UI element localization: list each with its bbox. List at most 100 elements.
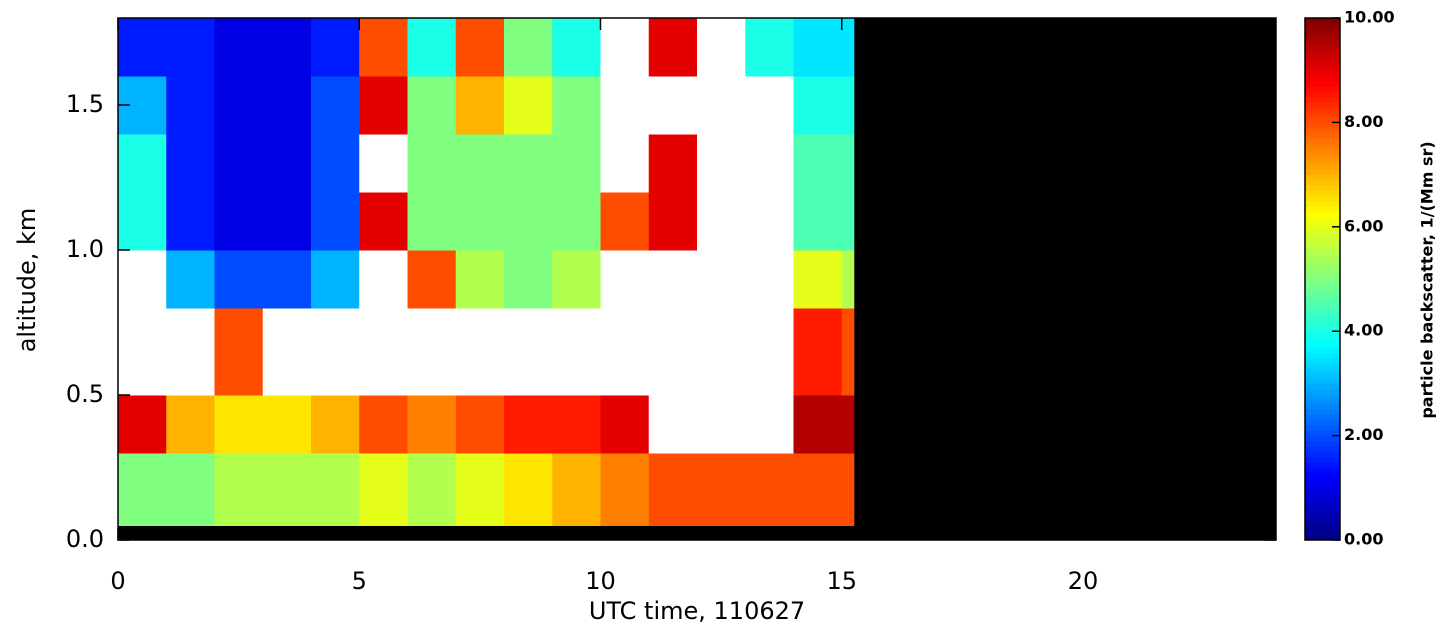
heat-cell bbox=[504, 453, 553, 526]
colorbar-swatch bbox=[1305, 49, 1340, 56]
heat-cell bbox=[552, 192, 601, 251]
colorbar-swatch bbox=[1305, 226, 1340, 233]
colorbar-swatch bbox=[1305, 466, 1340, 473]
heat-cell bbox=[407, 134, 457, 193]
heat-cell bbox=[311, 395, 360, 454]
colorbar-swatch bbox=[1305, 472, 1340, 478]
heat-cell bbox=[648, 76, 698, 135]
heat-cell bbox=[552, 76, 601, 135]
colorbar-swatch bbox=[1305, 461, 1340, 468]
heat-cell bbox=[455, 134, 505, 193]
heat-cell bbox=[648, 134, 698, 193]
heat-cell bbox=[407, 453, 457, 526]
heat-cell bbox=[166, 453, 215, 526]
heat-cell bbox=[262, 395, 312, 454]
heat-cell bbox=[118, 395, 167, 454]
colorbar-swatch bbox=[1305, 179, 1340, 186]
heat-cell bbox=[311, 250, 360, 309]
heat-cell bbox=[697, 395, 746, 454]
heat-cell bbox=[841, 453, 855, 526]
heat-cell bbox=[648, 250, 698, 309]
colorbar-swatch bbox=[1305, 315, 1340, 322]
colorbar-swatch bbox=[1305, 399, 1340, 405]
colorbar-swatch bbox=[1305, 80, 1340, 87]
heat-cell bbox=[407, 18, 457, 77]
colorbar-swatch bbox=[1305, 299, 1340, 306]
colorbar-swatch bbox=[1305, 38, 1340, 45]
heat-cell bbox=[214, 134, 264, 193]
colorbar-swatch bbox=[1305, 106, 1340, 113]
plot-frame bbox=[117, 17, 1277, 541]
heat-cell bbox=[359, 18, 408, 77]
heat-cell bbox=[118, 308, 167, 396]
colorbar-swatch bbox=[1305, 388, 1340, 395]
colorbar-swatch bbox=[1305, 85, 1340, 92]
heat-cell bbox=[407, 76, 457, 135]
heat-cell bbox=[841, 134, 855, 193]
colorbar-swatch bbox=[1305, 200, 1340, 207]
heat-cell bbox=[745, 395, 794, 454]
colorbar-tick-label: 2.00 bbox=[1344, 425, 1383, 444]
heat-cell bbox=[793, 192, 843, 251]
heat-cell bbox=[262, 250, 312, 309]
heat-cell bbox=[455, 395, 505, 454]
colorbar-swatch bbox=[1305, 325, 1340, 332]
colorbar-swatch bbox=[1305, 310, 1340, 317]
colorbar-swatch bbox=[1305, 122, 1340, 129]
heat-cell bbox=[118, 134, 167, 193]
heat-cell bbox=[648, 395, 698, 454]
y-tick-label: 1.0 bbox=[66, 235, 104, 263]
heat-cell bbox=[793, 308, 843, 396]
heat-cell bbox=[262, 192, 312, 251]
heat-cell bbox=[841, 76, 855, 135]
heat-cell bbox=[648, 453, 698, 526]
heat-cell bbox=[697, 192, 746, 251]
colorbar-swatch bbox=[1305, 513, 1340, 520]
colorbar-swatch bbox=[1305, 242, 1340, 249]
colorbar-swatch bbox=[1305, 132, 1340, 139]
heat-cell bbox=[793, 395, 843, 454]
colorbar-swatch bbox=[1305, 18, 1340, 24]
heat-cell bbox=[359, 250, 408, 309]
colorbar-swatch bbox=[1305, 305, 1340, 311]
colorbar-swatch bbox=[1305, 252, 1340, 259]
colorbar-swatch bbox=[1305, 258, 1340, 264]
colorbar-swatch bbox=[1305, 153, 1340, 160]
colorbar-swatch bbox=[1305, 23, 1340, 29]
heat-cell bbox=[793, 453, 843, 526]
heat-cell bbox=[504, 134, 553, 193]
heat-cell bbox=[166, 308, 215, 396]
heat-cell bbox=[118, 18, 167, 77]
heat-cell bbox=[841, 250, 855, 309]
x-tick-label: 0 bbox=[110, 567, 125, 595]
heat-cell bbox=[600, 250, 650, 309]
heat-cell bbox=[600, 395, 650, 454]
heat-cell bbox=[504, 76, 553, 135]
y-tick-label: 0.0 bbox=[66, 525, 104, 553]
heat-cell bbox=[407, 250, 457, 309]
colorbar-swatch bbox=[1305, 28, 1340, 35]
heat-cell bbox=[841, 395, 855, 454]
colorbar-swatch bbox=[1305, 367, 1340, 374]
heat-cell bbox=[166, 76, 215, 135]
x-tick-label: 15 bbox=[826, 567, 857, 595]
heat-cell bbox=[841, 18, 855, 77]
heat-cell bbox=[262, 453, 312, 526]
colorbar-swatch bbox=[1305, 44, 1340, 50]
colorbar-swatch bbox=[1305, 294, 1340, 301]
heat-cell bbox=[359, 395, 408, 454]
colorbar-swatch bbox=[1305, 205, 1340, 212]
heat-cell bbox=[745, 76, 794, 135]
heat-cell bbox=[552, 395, 601, 454]
colorbar-frame bbox=[1304, 17, 1341, 541]
heat-cell bbox=[504, 308, 553, 396]
heat-cell bbox=[262, 308, 312, 396]
heat-cell bbox=[697, 134, 746, 193]
heat-cell bbox=[118, 250, 167, 309]
colorbar-swatch bbox=[1305, 216, 1340, 223]
heat-cell bbox=[552, 18, 601, 77]
colorbar-tick-label: 0.00 bbox=[1344, 530, 1383, 549]
heat-cell bbox=[214, 76, 264, 135]
colorbar-swatch bbox=[1305, 101, 1340, 108]
